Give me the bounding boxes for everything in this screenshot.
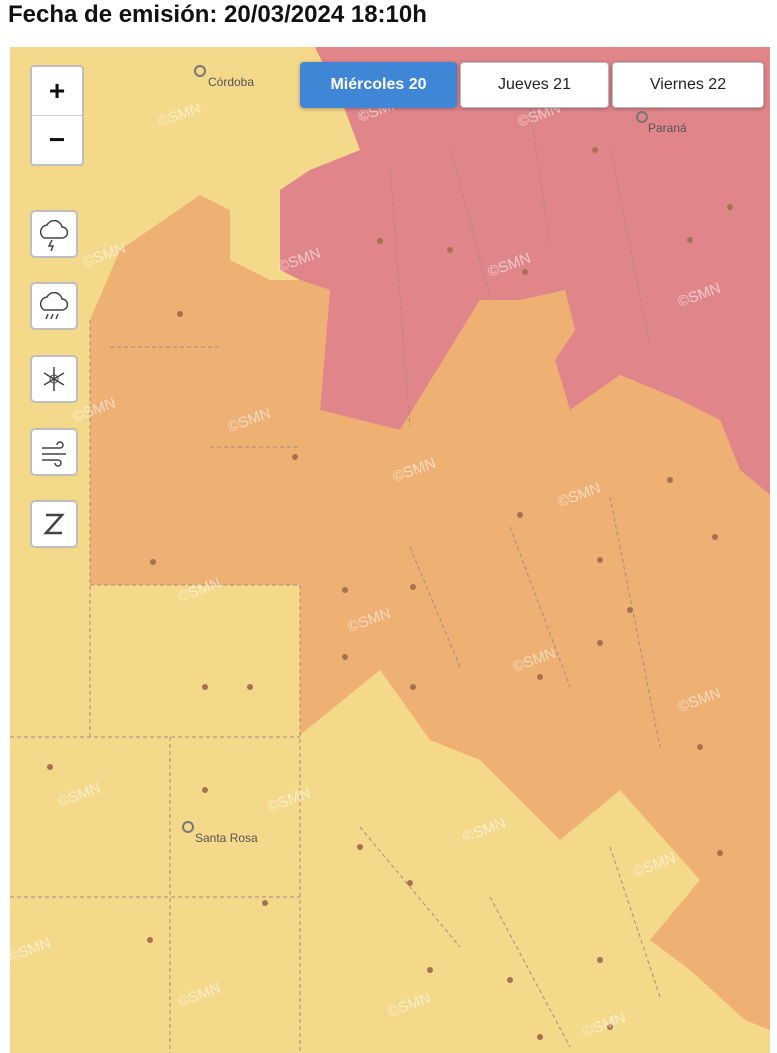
- rain-layer-button[interactable]: [30, 282, 78, 330]
- snow-icon: [43, 367, 65, 391]
- zonda-icon: [43, 513, 65, 535]
- city-label: Santa Rosa: [195, 831, 258, 845]
- locality-dots: [47, 147, 733, 1040]
- title: Fecha de emisión: 20/03/2024 18:10h: [8, 1, 427, 28]
- city-marker: [182, 821, 194, 833]
- city-marker: [636, 111, 648, 123]
- zoom-in[interactable]: +: [48, 75, 66, 106]
- day-button[interactable]: Miércoles 20: [300, 62, 457, 108]
- boundaries: [10, 106, 661, 1053]
- city-label: Paraná: [648, 121, 687, 135]
- storm-icon: [39, 219, 69, 252]
- map: Córdoba Paraná Santa Rosa ©SMN ©SMN ©SMN©S…: [10, 47, 770, 1053]
- day-button[interactable]: Jueves 21: [460, 62, 609, 108]
- snow-layer-button[interactable]: [30, 355, 78, 403]
- day-button[interactable]: Viernes 22: [612, 62, 764, 108]
- city-label: Córdoba: [208, 75, 254, 89]
- orange-zone: [300, 290, 770, 1030]
- city-marker: [194, 65, 206, 77]
- storm-layer-button[interactable]: [30, 210, 78, 258]
- zoom-control: + −: [30, 65, 84, 166]
- wind-icon: [42, 441, 66, 467]
- zoom-out[interactable]: −: [32, 115, 82, 164]
- orange-zone: [90, 195, 400, 585]
- rain-icon: [39, 291, 69, 320]
- wind-layer-button[interactable]: [30, 428, 78, 476]
- zonda-layer-button[interactable]: [30, 500, 78, 548]
